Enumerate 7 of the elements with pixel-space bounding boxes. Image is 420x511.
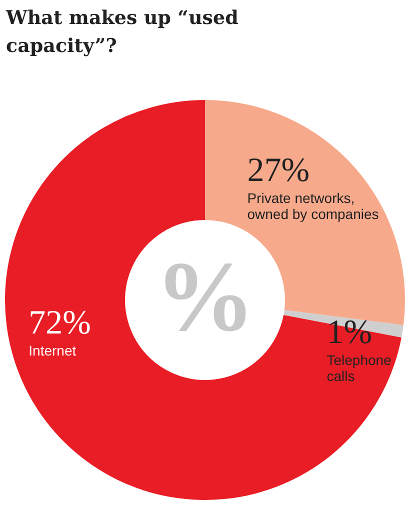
data-label: 27% xyxy=(247,152,310,189)
text: % xyxy=(155,240,255,352)
slice-label: Internet xyxy=(28,342,76,358)
data-label: 72% xyxy=(28,304,91,342)
slice-label: Private networks, owned by companies xyxy=(247,190,379,222)
slice-label: Telephone calls xyxy=(326,352,392,384)
chart-title: What makes up “used capacity”? xyxy=(6,6,240,59)
